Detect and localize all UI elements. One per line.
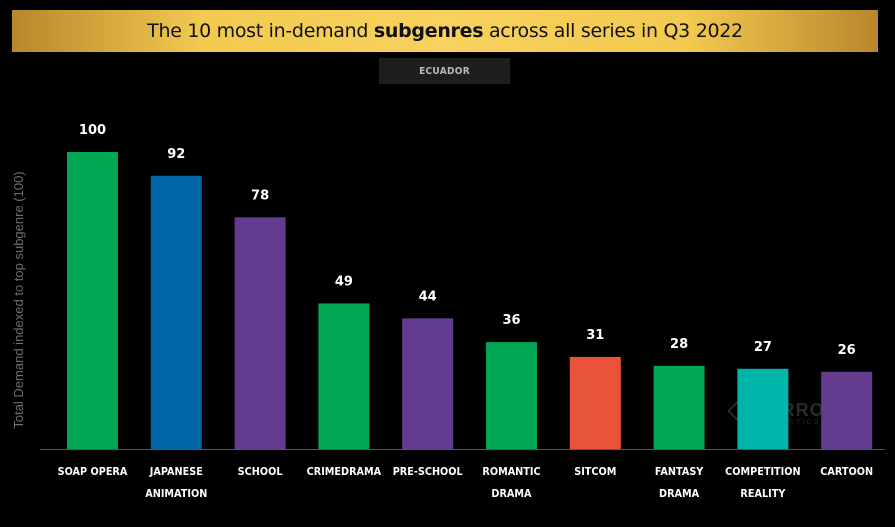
- category-tick-label: SOAP OPERA: [58, 465, 128, 478]
- data-label: 27: [754, 340, 772, 355]
- bar: [150, 175, 202, 449]
- chart-title-banner: The 10 most in-demand subgenres across a…: [12, 10, 878, 52]
- data-label: 78: [251, 188, 269, 203]
- category-tick-label: CRIMEDRAMA: [307, 465, 382, 478]
- bar: [318, 303, 370, 449]
- category-tick-label: JAPANESE: [149, 465, 203, 478]
- category-tick-label: COMPETITION: [725, 465, 800, 478]
- data-label: 26: [838, 343, 856, 358]
- category-tick-label: SCHOOL: [238, 465, 283, 478]
- bar: [486, 342, 537, 449]
- title-suffix: across all series in Q3 2022: [483, 20, 743, 42]
- title-prefix: The 10 most in-demand: [147, 20, 374, 42]
- data-label: 44: [419, 289, 437, 304]
- bar: [821, 371, 873, 449]
- title-bold-word: subgenres: [373, 20, 484, 42]
- bar: [569, 356, 621, 449]
- region-badge: ECUADOR: [379, 58, 510, 84]
- category-tick-label: ROMANTIC: [482, 465, 540, 478]
- watermark-sub: ANALYTICS: [764, 419, 821, 426]
- category-tick-label: ANIMATION: [145, 487, 207, 500]
- data-label: 28: [670, 337, 688, 352]
- data-label: 36: [502, 313, 520, 328]
- data-label: 49: [335, 274, 353, 289]
- category-tick-label: PRE-SCHOOL: [393, 465, 463, 478]
- chart-title: The 10 most in-demand subgenres across a…: [147, 20, 743, 42]
- bar: [737, 368, 789, 449]
- bar: [67, 152, 118, 449]
- category-tick-label: FANTASY: [655, 465, 704, 478]
- bar: [653, 365, 705, 449]
- category-tick-label: DRAMA: [491, 487, 531, 500]
- category-tick-label: CARTOON: [820, 465, 873, 478]
- category-tick-label: DRAMA: [659, 487, 699, 500]
- data-label: 100: [79, 123, 106, 138]
- category-tick-label: REALITY: [740, 487, 785, 500]
- bar: [234, 217, 286, 449]
- data-label: 92: [167, 147, 185, 162]
- bar: [402, 318, 454, 449]
- data-label: 31: [586, 328, 604, 343]
- category-tick-label: SITCOM: [574, 465, 616, 478]
